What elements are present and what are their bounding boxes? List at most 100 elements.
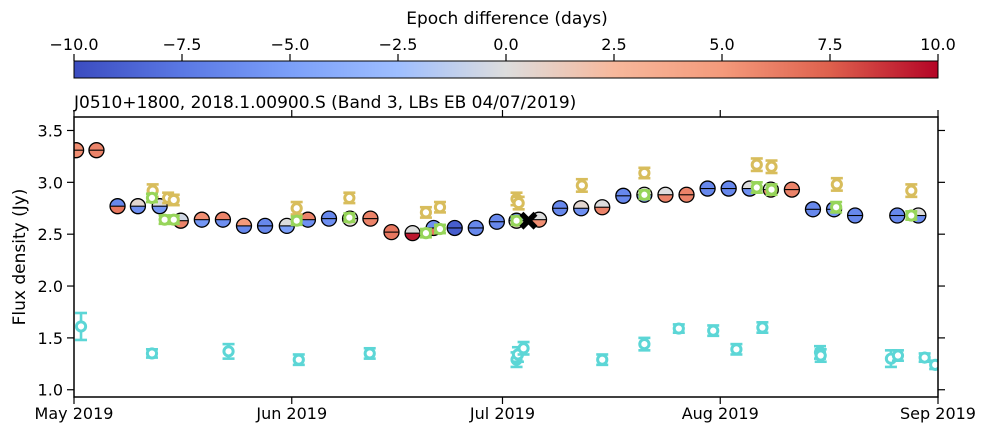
- band3-point: [573, 200, 590, 217]
- point-marker: [638, 338, 651, 351]
- band3-point: [109, 198, 126, 215]
- point-marker: [222, 345, 235, 358]
- point-marker: [672, 322, 685, 335]
- reference-epoch-marker: [519, 211, 538, 230]
- point-marker: [756, 321, 769, 334]
- band9-point: [292, 353, 305, 367]
- point-top-half: [468, 220, 484, 228]
- x-tick-label: Jun 2019: [255, 404, 327, 423]
- point-outline: [573, 200, 590, 217]
- band3-point: [362, 210, 379, 227]
- point-outline: [320, 210, 338, 227]
- band3-point: [846, 207, 864, 224]
- point-top-half: [721, 181, 737, 189]
- point-top-half: [384, 224, 400, 233]
- point-outline: [88, 142, 105, 159]
- colorbar-tick-label: 2.5: [601, 35, 626, 54]
- data-marks: [74, 142, 938, 371]
- band7-point: [765, 159, 778, 175]
- band3-point: [488, 213, 506, 230]
- point-outline: [551, 200, 569, 217]
- point-top-half: [405, 225, 421, 234]
- band7-point: [575, 177, 588, 193]
- point-bottom-half: [447, 227, 463, 236]
- band3-point: [235, 217, 253, 235]
- plot-frame: [73, 116, 939, 398]
- band3-point: [383, 223, 400, 241]
- colorbar-tick-label: −5.0: [271, 35, 310, 54]
- colorbar-tick-label: 0.0: [493, 35, 518, 54]
- colorbar-ticks: −10.0 −7.5 −5.0 −2.5 0.0 2.5 5.0 7.5 10.0: [49, 35, 956, 61]
- point-marker: [830, 178, 843, 191]
- point-bottom-half: [384, 232, 400, 240]
- point-outline: [109, 198, 126, 215]
- point-outline: [615, 187, 632, 204]
- point-marker: [596, 353, 609, 366]
- point-top-half: [300, 212, 316, 220]
- point-outline: [193, 211, 210, 228]
- point-top-half: [679, 187, 695, 195]
- point-top-half: [74, 142, 84, 151]
- point-top-half: [594, 199, 610, 208]
- band9-point: [929, 358, 938, 371]
- point-outline: [256, 217, 274, 235]
- point-marker: [905, 184, 918, 197]
- point-top-half: [447, 220, 463, 228]
- band6-point: [830, 200, 843, 214]
- band9-point: [638, 336, 651, 352]
- point-marker: [918, 351, 931, 364]
- point-bottom-half: [552, 208, 568, 216]
- band3-point: [657, 186, 674, 203]
- point-marker: [433, 222, 447, 236]
- band9-point: [707, 324, 720, 338]
- point-marker: [891, 349, 905, 362]
- band6-point: [167, 213, 180, 226]
- y-axis-label: Flux density (Jy): [10, 189, 30, 326]
- point-outline: [341, 210, 359, 227]
- band6-point: [433, 222, 447, 236]
- point-marker: [707, 324, 720, 337]
- band6-point: [145, 191, 159, 204]
- point-marker: [290, 214, 303, 227]
- point-marker: [419, 206, 433, 219]
- point-marker: [517, 342, 530, 355]
- colorbar-tick-label: 5.0: [709, 35, 734, 54]
- point-outline: [594, 199, 611, 216]
- band3-point: [320, 210, 338, 227]
- band3-point: [467, 219, 484, 237]
- point-outline: [804, 201, 822, 218]
- point-marker: [290, 202, 303, 215]
- band7-point: [419, 205, 433, 219]
- axes: 1.0 1.5 2.0 2.5 3.0 3.5 May 2019 Jun 2019 Jul 20…: [35, 110, 976, 423]
- band6-point: [765, 183, 778, 197]
- band3-point: [699, 180, 716, 197]
- x-tick-label: Sep 2019: [900, 404, 976, 423]
- band3-point: [74, 142, 85, 159]
- x-tick-label: Jul 2019: [469, 404, 535, 423]
- point-top-half: [215, 212, 231, 220]
- point-marker: [433, 201, 447, 214]
- point-outline: [846, 207, 864, 224]
- band3-point: [88, 142, 105, 159]
- point-outline: [446, 219, 463, 237]
- point-bottom-half: [74, 150, 84, 158]
- point-top-half: [321, 211, 337, 219]
- point-bottom-half: [847, 215, 863, 224]
- point-top-half: [110, 198, 126, 207]
- band6-point: [905, 209, 918, 222]
- point-top-half: [805, 201, 821, 210]
- band3-point: [594, 199, 611, 216]
- point-marker: [167, 213, 180, 226]
- band9-point: [672, 322, 685, 335]
- point-bottom-half: [594, 207, 610, 215]
- point-marker: [363, 347, 376, 360]
- point-marker: [419, 227, 433, 240]
- point-bottom-half: [215, 219, 231, 228]
- point-bottom-half: [721, 188, 737, 197]
- chart-title: J0510+1800, 2018.1.00900.S (Band 3, LBs …: [73, 93, 576, 113]
- band7-point: [830, 176, 843, 192]
- point-top-half: [657, 187, 673, 195]
- point-marker: [765, 160, 778, 173]
- band9-point: [596, 353, 609, 367]
- point-outline: [488, 213, 506, 230]
